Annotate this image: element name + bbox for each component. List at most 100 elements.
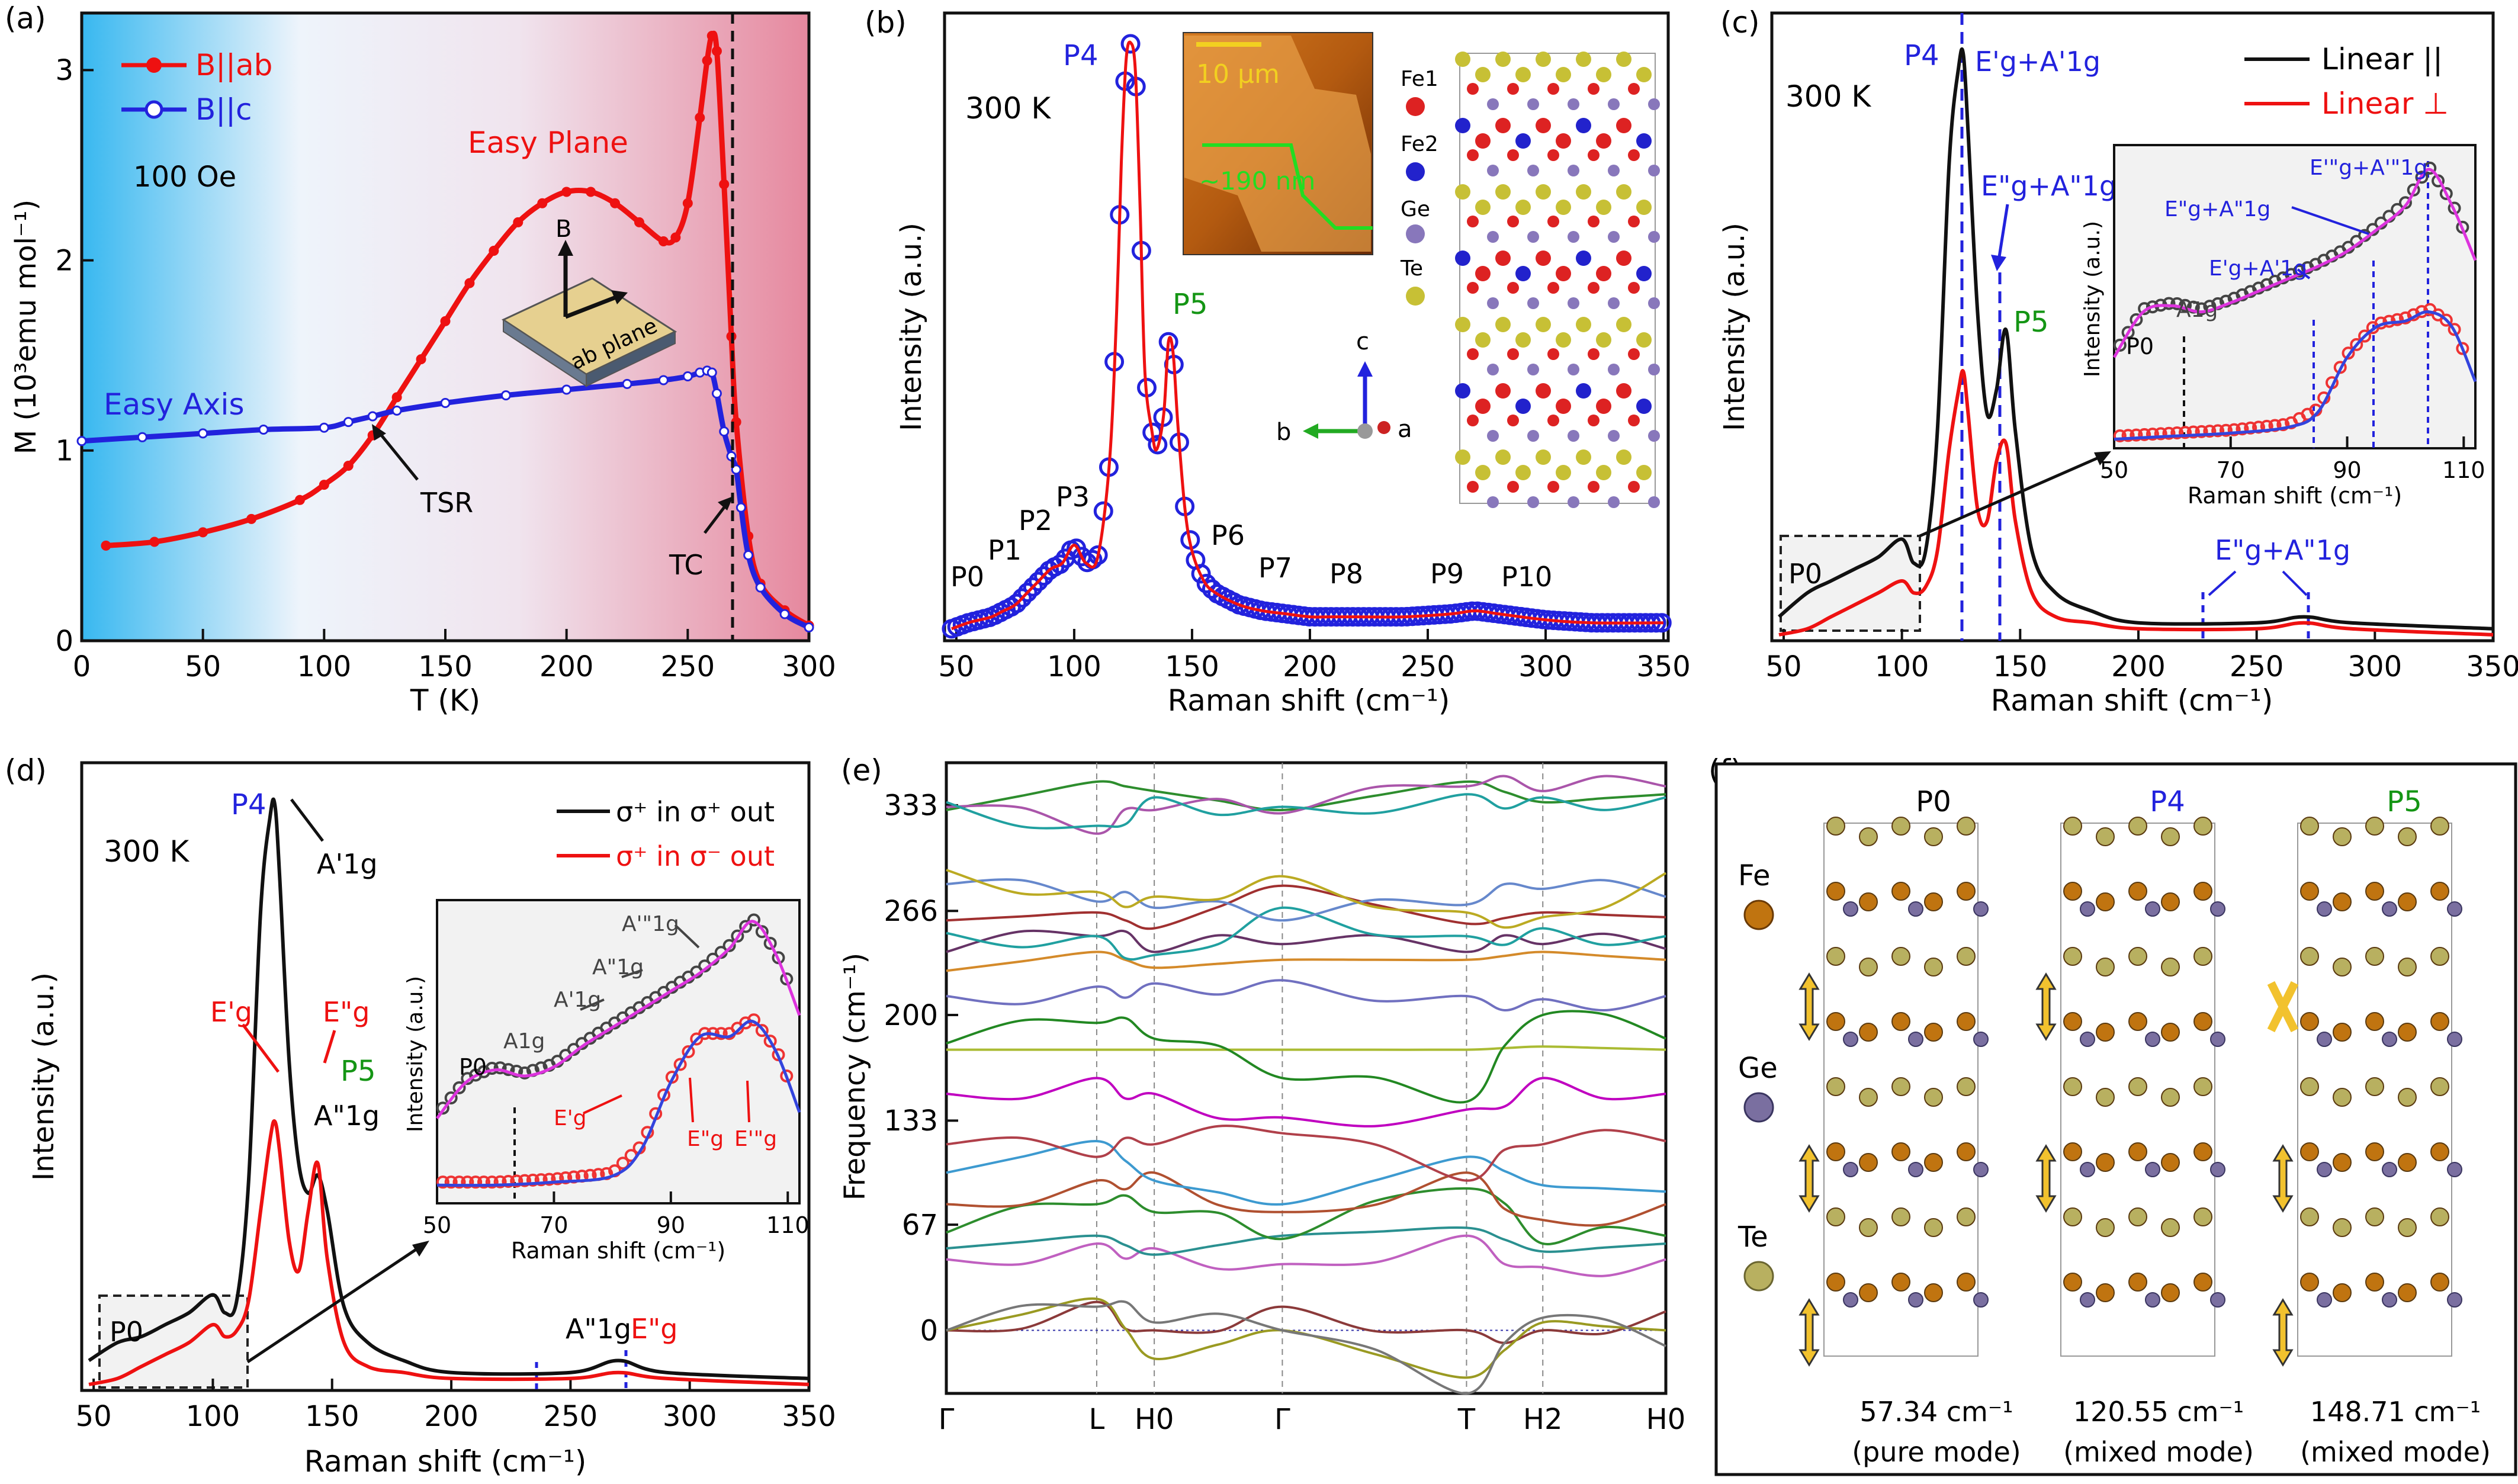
panel-b-atom [1576,317,1591,332]
panel-f-atom [2193,1142,2212,1161]
panel-f-atom [2300,882,2319,901]
panel-b-element-te: Te [1400,256,1423,281]
panel-f-atom [2096,1283,2115,1302]
panel-b-atom [1648,364,1660,375]
panel-c-eg1: E'g+A'1g [1975,46,2101,78]
panel-b-atom [1507,216,1519,227]
panel-e-ylabel: Frequency (cm⁻¹) [839,953,872,1200]
panel-c-inset-point [2146,428,2159,441]
panel-f-atom [2161,827,2180,846]
panel-a-marker [513,217,523,227]
panel-f-atom [2430,1012,2449,1031]
panel-b-atom [1616,184,1631,200]
panel-c-inset-point [2342,346,2355,360]
panel-b-atom [1455,52,1470,67]
panel-e-bands [946,775,1666,1395]
panel-a-marker [343,417,354,428]
panel-d-inset-point [739,920,753,933]
panel-f-atom [2063,947,2082,966]
panel-d-ticks: 50 100 150 200 250 300 350 [76,1379,836,1433]
panel-c-eg2: E"g+A"1g [1981,170,2116,202]
panel-b-atom [1636,67,1652,82]
panel-c-inset-point [2130,428,2143,442]
panel-b-atom [1608,231,1620,243]
panel-b-data-point [1191,564,1211,584]
panel-f-atom [2193,1207,2212,1226]
panel-b-atom [1556,200,1571,215]
panel-a-marker [391,392,402,403]
panel-b-atom [1628,282,1640,294]
panel-f-atom [2063,1207,2082,1226]
panel-b-xtick-label: 100 [1047,650,1101,683]
panel-b-atom [1487,98,1499,110]
panel-a-tsr: TSR [420,487,473,519]
panel-b-atom [1648,430,1660,442]
panel-b-atom [1536,52,1551,67]
panel-c-inset-xtick-label: 110 [2442,457,2485,483]
panel-f-atom [1843,1162,1858,1177]
panel-b-atom [1487,165,1499,176]
panel-d-inset-point [452,1175,466,1189]
panel-d-inset-p0: P0 [459,1054,487,1080]
panel-c-xtick-label: 150 [1993,650,2047,683]
panel-b-atom [1576,383,1591,399]
panel-a-marker [416,354,426,365]
panel-b-atom [1467,216,1479,227]
panel-b-element-fe2: Fe2 [1401,132,1438,156]
panel-e-ytick-label: 0 [920,1314,938,1347]
panel-e-kpoint-label: H2 [1523,1403,1563,1436]
panel-f-structures [1798,817,2462,1367]
panel-f-atom [2398,1023,2417,1042]
panel-d-inset-point [763,936,777,950]
panel-c-inset-point [2244,421,2257,435]
panel-a-marker [804,622,814,633]
panel-d-line-1 [88,1119,810,1386]
panel-a-tc: TC [669,549,704,581]
panel-b-atom [1507,348,1519,360]
panel-f-atom [2398,1218,2417,1237]
panel-d-p4: P4 [231,788,266,821]
panel-f-atom [2210,901,2225,917]
panel-f-atom [1957,882,1976,901]
panel-a-marker [500,390,511,401]
panel-f-atom [2300,1142,2319,1161]
panel-f-atom [2193,1012,2212,1031]
panel-f-atom [2382,1032,2397,1047]
panel-d-xtick-label: 50 [76,1400,112,1433]
panel-c-inset-point [2407,183,2420,197]
panel-b-atom [1487,297,1499,309]
panel-d-inset-fit [436,920,801,1120]
panel-f-atom [1957,1142,1976,1161]
panel-d-inset-point [444,1091,458,1105]
panel-b-atom [1547,415,1559,426]
panel-c-inset-point [2398,196,2412,210]
panel-a-line-1 [81,367,811,630]
panel-c-inset-point [2350,338,2363,351]
panel-a-marker [537,198,548,208]
panel-b-peak-p3: P3 [1056,481,1090,513]
panel-a-easy-axis: Easy Axis [104,387,245,422]
panel-d-a3: A"1g [566,1313,631,1345]
panel-d-a1: A'1g [317,848,378,880]
panel-e-band-2 [946,1300,1666,1395]
panel-b-atom [1556,399,1571,414]
panel-b-atom [1515,332,1531,348]
panel-c-inset-point [2391,313,2404,326]
panel-f-atom [2128,882,2147,901]
panel-f-mode-p5-name: P5 [2387,785,2421,818]
panel-a-marker [695,113,705,123]
panel-a-marker [561,187,572,197]
panel-a-marker [706,367,717,378]
panel-f-atom [2145,901,2160,917]
panel-b-atom [1616,317,1631,332]
panel-b-atom [1495,52,1511,67]
panel-f-atom [2317,1162,2332,1177]
panel-e-ytick-label: 266 [884,895,938,928]
panel-c-inset-point [2236,422,2249,436]
panel-b-peak-p4: P4 [1063,39,1098,72]
panel-c-inset-xtick-label: 90 [2333,457,2361,483]
panel-f-element-ge: Ge [1738,1052,1778,1085]
panel-c-inset-ylabel: Intensity (a.u.) [2080,221,2105,377]
panel-a-marker [561,384,572,395]
panel-b-atom [1588,481,1600,493]
